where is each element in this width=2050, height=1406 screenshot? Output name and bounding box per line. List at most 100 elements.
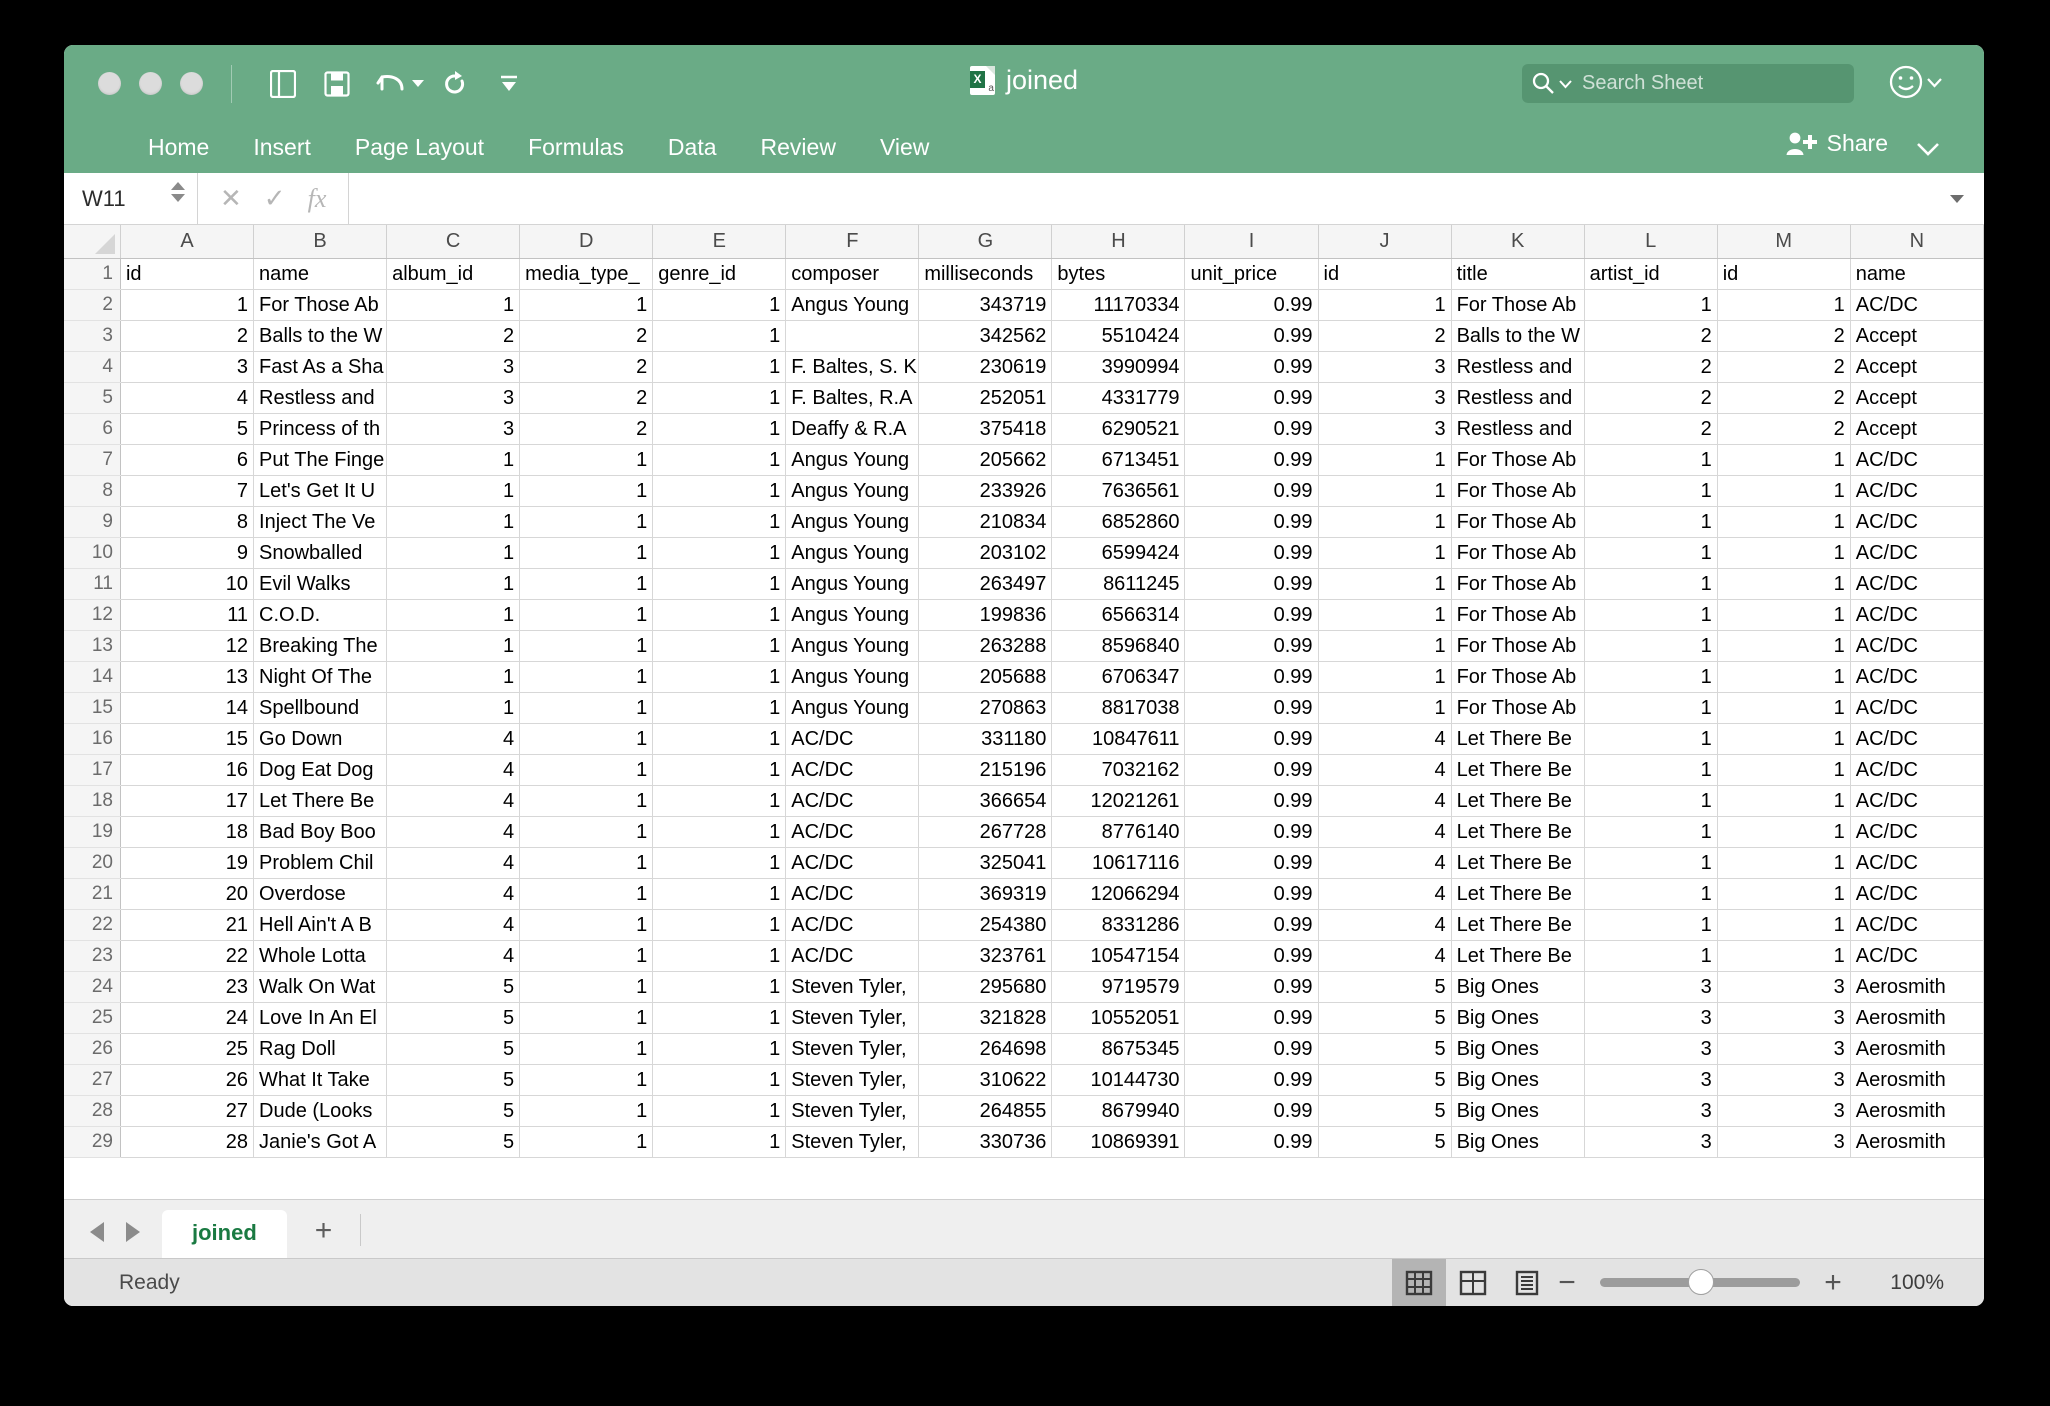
- row-header-17[interactable]: 17: [64, 754, 121, 786]
- cell-G7[interactable]: 205662: [918, 444, 1053, 476]
- cell-N1[interactable]: name: [1850, 258, 1984, 290]
- feedback-button[interactable]: [1889, 65, 1942, 99]
- cell-G6[interactable]: 375418: [918, 413, 1053, 445]
- cell-E25[interactable]: 1: [652, 1002, 787, 1034]
- cell-F15[interactable]: Angus Young: [785, 692, 920, 724]
- cell-G12[interactable]: 199836: [918, 599, 1053, 631]
- cell-K5[interactable]: Restless and: [1451, 382, 1585, 414]
- normal-view-icon[interactable]: [1392, 1258, 1446, 1306]
- cell-A18[interactable]: 17: [120, 785, 255, 817]
- cell-D1[interactable]: media_type_: [519, 258, 654, 290]
- cell-L2[interactable]: 1: [1584, 289, 1718, 321]
- row-header-14[interactable]: 14: [64, 661, 121, 693]
- cell-C24[interactable]: 5: [386, 971, 521, 1003]
- column-header-l[interactable]: L: [1584, 225, 1718, 259]
- table-row[interactable]: 2 1 For Those Ab 1 1 1 Angus Young 343719 111703…: [64, 289, 1984, 321]
- cell-B28[interactable]: Dude (Looks: [253, 1095, 388, 1127]
- cell-C29[interactable]: 5: [386, 1126, 521, 1158]
- cell-E3[interactable]: 1: [652, 320, 787, 352]
- cell-B6[interactable]: Princess of th: [253, 413, 388, 445]
- cell-E12[interactable]: 1: [652, 599, 787, 631]
- chevron-down-icon[interactable]: [482, 60, 536, 108]
- cell-E16[interactable]: 1: [652, 723, 787, 755]
- search-input[interactable]: Search Sheet: [1582, 72, 1704, 94]
- cell-B13[interactable]: Breaking The: [253, 630, 388, 662]
- cell-H1[interactable]: bytes: [1051, 258, 1186, 290]
- cell-L16[interactable]: 1: [1584, 723, 1718, 755]
- cell-L28[interactable]: 3: [1584, 1095, 1718, 1127]
- cell-A8[interactable]: 7: [120, 475, 255, 507]
- cancel-formula-icon[interactable]: ✕: [220, 183, 242, 213]
- row-header-22[interactable]: 22: [64, 909, 121, 941]
- cell-H22[interactable]: 8331286: [1051, 909, 1186, 941]
- undo-dropdown-icon[interactable]: [412, 80, 424, 87]
- cell-D22[interactable]: 1: [519, 909, 654, 941]
- cell-A14[interactable]: 13: [120, 661, 255, 693]
- cell-C20[interactable]: 4: [386, 847, 521, 879]
- cell-K25[interactable]: Big Ones: [1451, 1002, 1585, 1034]
- column-header-j[interactable]: J: [1318, 225, 1452, 259]
- column-header-m[interactable]: M: [1717, 225, 1851, 259]
- cell-C1[interactable]: album_id: [386, 258, 521, 290]
- cell-I25[interactable]: 0.99: [1184, 1002, 1319, 1034]
- cell-K26[interactable]: Big Ones: [1451, 1033, 1585, 1065]
- share-button[interactable]: Share: [1786, 130, 1888, 157]
- cell-E29[interactable]: 1: [652, 1126, 787, 1158]
- cell-G5[interactable]: 252051: [918, 382, 1053, 414]
- cell-A25[interactable]: 24: [120, 1002, 255, 1034]
- cell-D20[interactable]: 1: [519, 847, 654, 879]
- cell-K1[interactable]: title: [1451, 258, 1585, 290]
- cell-A2[interactable]: 1: [120, 289, 255, 321]
- table-row[interactable]: 23 22 Whole Lotta 4 1 1 AC/DC 323761 10547154 0.9…: [64, 940, 1984, 972]
- cell-H13[interactable]: 8596840: [1051, 630, 1186, 662]
- page-layout-icon[interactable]: [1446, 1259, 1500, 1307]
- cell-G10[interactable]: 203102: [918, 537, 1053, 569]
- cell-H6[interactable]: 6290521: [1051, 413, 1186, 445]
- cell-G28[interactable]: 264855: [918, 1095, 1053, 1127]
- cell-N10[interactable]: AC/DC: [1850, 537, 1984, 569]
- cell-L13[interactable]: 1: [1584, 630, 1718, 662]
- formula-bar-expand-icon[interactable]: [1950, 195, 1964, 203]
- cell-C10[interactable]: 1: [386, 537, 521, 569]
- cell-F7[interactable]: Angus Young: [785, 444, 920, 476]
- cell-C16[interactable]: 4: [386, 723, 521, 755]
- row-header-19[interactable]: 19: [64, 816, 121, 848]
- row-header-8[interactable]: 8: [64, 475, 121, 507]
- tab-view[interactable]: View: [879, 134, 930, 160]
- cell-D6[interactable]: 2: [519, 413, 654, 445]
- cell-K4[interactable]: Restless and: [1451, 351, 1585, 383]
- cell-M7[interactable]: 1: [1717, 444, 1851, 476]
- row-header-15[interactable]: 15: [64, 692, 121, 724]
- minimize-button[interactable]: [139, 72, 162, 95]
- cell-A1[interactable]: id: [120, 258, 255, 290]
- tab-review[interactable]: Review: [760, 134, 836, 160]
- cell-G2[interactable]: 343719: [918, 289, 1053, 321]
- cell-J15[interactable]: 1: [1318, 692, 1452, 724]
- cell-B5[interactable]: Restless and: [253, 382, 388, 414]
- cell-M15[interactable]: 1: [1717, 692, 1851, 724]
- cell-D27[interactable]: 1: [519, 1064, 654, 1096]
- cell-M23[interactable]: 1: [1717, 940, 1851, 972]
- cell-J6[interactable]: 3: [1318, 413, 1452, 445]
- cell-E6[interactable]: 1: [652, 413, 787, 445]
- cell-H9[interactable]: 6852860: [1051, 506, 1186, 538]
- cell-C28[interactable]: 5: [386, 1095, 521, 1127]
- cell-G9[interactable]: 210834: [918, 506, 1053, 538]
- column-header-f[interactable]: F: [785, 225, 920, 259]
- cell-H8[interactable]: 7636561: [1051, 475, 1186, 507]
- table-row[interactable]: 14 13 Night Of The 1 1 1 Angus Young 205688 6706…: [64, 661, 1984, 693]
- cell-D26[interactable]: 1: [519, 1033, 654, 1065]
- cell-A26[interactable]: 25: [120, 1033, 255, 1065]
- cell-J16[interactable]: 4: [1318, 723, 1452, 755]
- name-box-stepper[interactable]: [171, 182, 185, 202]
- column-header-n[interactable]: N: [1850, 225, 1984, 259]
- cell-I29[interactable]: 0.99: [1184, 1126, 1319, 1158]
- zoom-out-button[interactable]: −: [1558, 1265, 1576, 1299]
- cell-D12[interactable]: 1: [519, 599, 654, 631]
- cell-B22[interactable]: Hell Ain't A B: [253, 909, 388, 941]
- cell-C17[interactable]: 4: [386, 754, 521, 786]
- cell-J25[interactable]: 5: [1318, 1002, 1452, 1034]
- row-header-23[interactable]: 23: [64, 940, 121, 972]
- cell-N16[interactable]: AC/DC: [1850, 723, 1984, 755]
- cell-L5[interactable]: 2: [1584, 382, 1718, 414]
